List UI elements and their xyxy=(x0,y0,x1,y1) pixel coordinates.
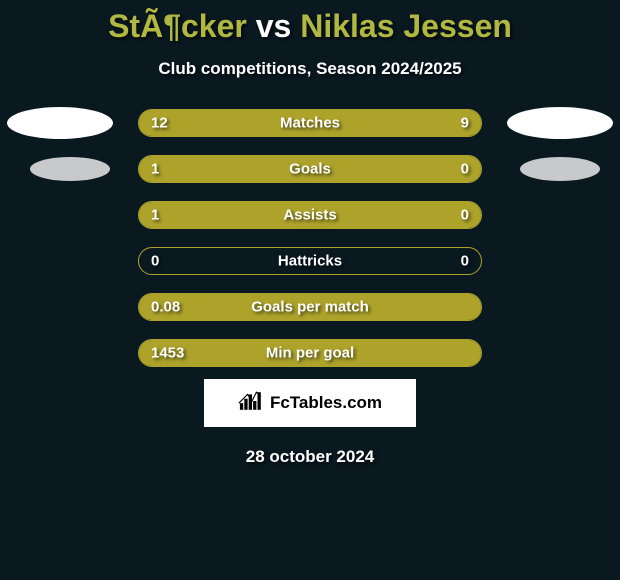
comparison-title: StÃ¶cker vs Niklas Jessen xyxy=(0,0,620,45)
stat-row: 1 0 Assists xyxy=(0,201,620,229)
stat-row: 0 0 Hattricks xyxy=(0,247,620,275)
stat-label: Goals xyxy=(289,161,331,178)
stat-value-left: 1 xyxy=(151,161,159,178)
stat-value-left: 1453 xyxy=(151,345,184,362)
brand-text: FcTables.com xyxy=(270,393,382,413)
player2-marker xyxy=(507,107,613,139)
stat-row: 1 0 Goals xyxy=(0,155,620,183)
stat-row: 1453 Min per goal xyxy=(0,339,620,367)
stat-bar: 1 0 Assists xyxy=(138,201,482,229)
bar-fill-left xyxy=(139,156,399,182)
snapshot-date: 28 october 2024 xyxy=(0,447,620,467)
stat-label: Goals per match xyxy=(251,299,369,316)
subtitle: Club competitions, Season 2024/2025 xyxy=(0,59,620,79)
player1-marker xyxy=(7,107,113,139)
stat-value-left: 12 xyxy=(151,115,168,132)
bar-fill-right xyxy=(334,110,481,136)
bar-chart-icon xyxy=(238,390,266,417)
stat-value-left: 0 xyxy=(151,253,159,270)
stat-bar: 1 0 Goals xyxy=(138,155,482,183)
stat-value-left: 0.08 xyxy=(151,299,180,316)
comparison-rows: 12 9 Matches 1 0 Goals 1 0 Assists 0 0 Hattricks 0.0… xyxy=(0,109,620,367)
title-player2: Niklas Jessen xyxy=(300,8,512,44)
stat-label: Hattricks xyxy=(278,253,342,270)
bar-fill-left xyxy=(139,202,399,228)
stat-bar: 1453 Min per goal xyxy=(138,339,482,367)
stat-value-left: 1 xyxy=(151,207,159,224)
stat-row: 12 9 Matches xyxy=(0,109,620,137)
title-vs: vs xyxy=(256,8,292,44)
stat-label: Min per goal xyxy=(266,345,354,362)
brand-badge: FcTables.com xyxy=(204,379,416,427)
stat-value-right: 0 xyxy=(461,207,469,224)
stat-bar: 0 0 Hattricks xyxy=(138,247,482,275)
stat-value-right: 0 xyxy=(461,161,469,178)
stat-bar: 12 9 Matches xyxy=(138,109,482,137)
title-player1: StÃ¶cker xyxy=(108,8,247,44)
stat-row: 0.08 Goals per match xyxy=(0,293,620,321)
player1-marker xyxy=(30,157,110,181)
player2-marker xyxy=(520,157,600,181)
stat-bar: 0.08 Goals per match xyxy=(138,293,482,321)
stat-label: Assists xyxy=(283,207,336,224)
stat-value-right: 0 xyxy=(461,253,469,270)
stat-label: Matches xyxy=(280,115,340,132)
stat-value-right: 9 xyxy=(461,115,469,132)
